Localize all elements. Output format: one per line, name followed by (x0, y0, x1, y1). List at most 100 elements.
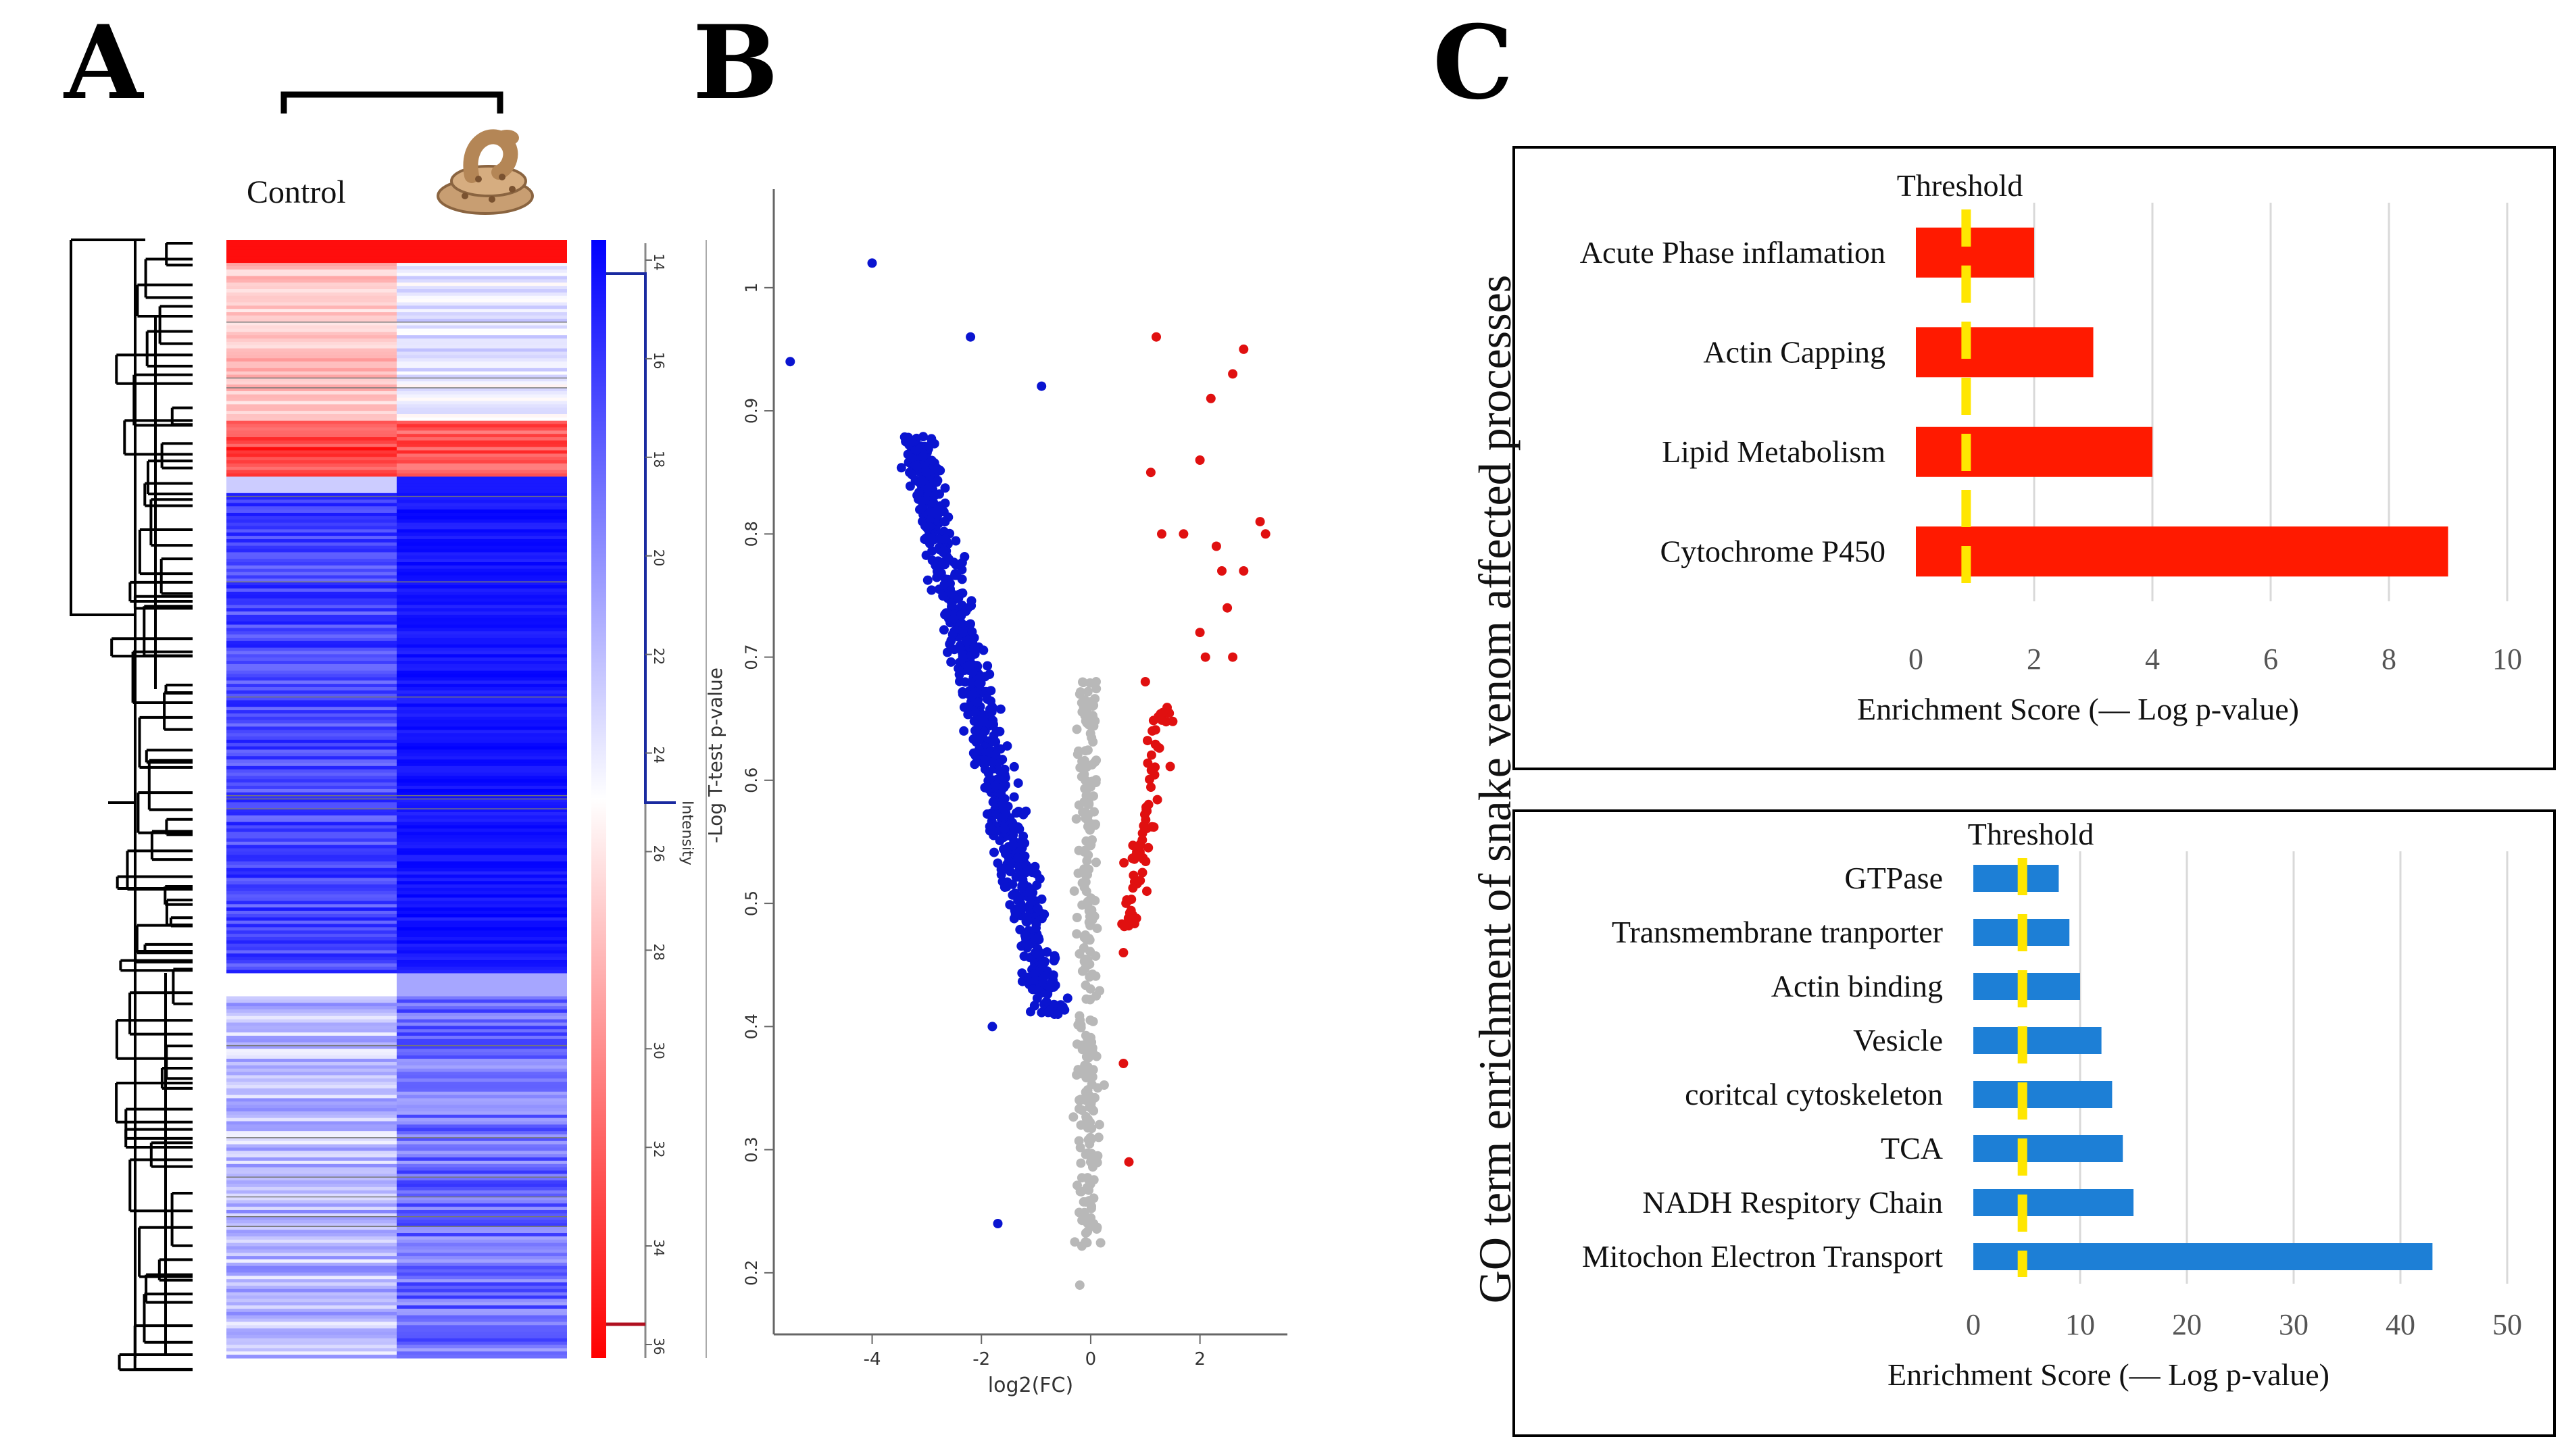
volcano-point-down (955, 676, 964, 686)
heatmap-cell (226, 864, 397, 869)
go-enrichment-panel: GO term enrichment of snake venom affect… (1469, 146, 2556, 1437)
volcano-point-up (1125, 919, 1135, 929)
volcano-point-down (967, 627, 977, 637)
y-tick-label: 0.5 (742, 890, 761, 916)
heatmap-cell (226, 499, 397, 504)
heatmap-cell (397, 1256, 567, 1260)
heatmap-cell (397, 407, 567, 411)
heatmap-cell (397, 463, 567, 468)
heatmap-cell (397, 1302, 567, 1306)
heatmap-cell (397, 1167, 567, 1172)
heatmap-cell (397, 1140, 567, 1145)
heatmap-cell (226, 430, 397, 434)
volcano-point-down (996, 788, 1006, 799)
volcano-point-up (1211, 541, 1221, 551)
dendrogram-branch (143, 1292, 193, 1344)
heatmap-cell (397, 384, 567, 388)
heatmap-cell (226, 765, 397, 770)
heatmap-cell (226, 1322, 397, 1326)
heatmap-cell (226, 411, 397, 415)
heatmap-cell (397, 549, 567, 553)
heatmap-cell (397, 598, 567, 603)
volcano-point-up (1141, 857, 1151, 866)
heatmap-cell (226, 338, 397, 343)
volcano-point-down (991, 726, 1002, 736)
heatmap-cell (397, 1174, 567, 1178)
heatmap-cell (397, 788, 567, 793)
heatmap-cell (397, 779, 567, 783)
heatmap-cell (226, 266, 397, 270)
heatmap-cell (226, 822, 397, 826)
heatmap-cell (397, 739, 567, 744)
heatmap-cell (397, 720, 567, 724)
heatmap-cell (226, 1292, 397, 1297)
heatmap-cell (226, 506, 397, 510)
y-tick-label: 0.7 (742, 644, 761, 670)
volcano-point-ns (1082, 856, 1092, 866)
heatmap-cell (397, 881, 567, 885)
heatmap-cell (226, 1012, 397, 1017)
volcano-point-ns (1075, 1280, 1085, 1290)
volcano-point-down (947, 629, 958, 639)
category-label: Cytochrome P450 (1660, 534, 1885, 568)
heatmap-cell (397, 374, 567, 379)
heatmap-cell (226, 253, 397, 257)
heatmap-cell (397, 1180, 567, 1184)
volcano-point-down (1026, 899, 1036, 909)
dendrogram-branch (172, 968, 193, 1005)
heatmap-cell (226, 809, 397, 813)
volcano-point-down (1041, 997, 1052, 1007)
heatmap-cell (226, 1305, 397, 1309)
heatmap-cell (397, 322, 567, 326)
dendrogram-branch (115, 1082, 193, 1124)
volcano-point-up (1195, 628, 1205, 638)
heatmap-cell (226, 1318, 397, 1323)
heatmap-cell (226, 397, 397, 402)
volcano-point-ns (1074, 1136, 1084, 1146)
volcano-point-ns (1087, 1080, 1097, 1089)
volcano-point-down (785, 357, 795, 367)
heatmap-cell (397, 1029, 567, 1033)
heatmap-cell (397, 614, 567, 619)
heatmap-cell (226, 677, 397, 681)
dendrogram-branch (165, 1045, 193, 1080)
heatmap-cell (226, 578, 397, 582)
dendrogram-branch (143, 482, 193, 507)
heatmap-cell (226, 1091, 397, 1096)
heatmap-cell (397, 1022, 567, 1026)
heatmap-cell (397, 381, 567, 385)
heatmap-cell (226, 993, 397, 997)
color-scale-label: Intensity (678, 801, 695, 865)
heatmap-cell (397, 809, 567, 813)
heatmap-cell (397, 700, 567, 704)
heatmap-cell (397, 1328, 567, 1332)
volcano-point-down (1000, 824, 1010, 834)
bar (1973, 1027, 2102, 1054)
volcano-point-down (932, 477, 941, 487)
volcano-point-down (1062, 993, 1072, 1003)
x-tick-label: 0 (1966, 1308, 1981, 1341)
heatmap-cell (226, 1203, 397, 1207)
volcano-point-ns (1093, 1132, 1104, 1143)
heatmap-cell (226, 413, 397, 418)
heatmap-cell (226, 1253, 397, 1257)
volcano-point-down (987, 1022, 997, 1032)
heatmap-cell (226, 249, 397, 254)
volcano-point-down (932, 463, 942, 474)
heatmap-cell (397, 522, 567, 527)
heatmap-cell (226, 388, 397, 392)
dendrogram-branch (145, 1273, 193, 1304)
dendrogram-branch (150, 830, 193, 861)
x-tick-label: 2 (1194, 1349, 1206, 1370)
heatmap-cell (226, 549, 397, 553)
heatmap-cell (397, 276, 567, 280)
volcano-point-down (1028, 984, 1038, 995)
heatmap-cell (397, 1325, 567, 1329)
heatmap-cell (226, 1220, 397, 1224)
heatmap-cell (397, 1098, 567, 1102)
heatmap-cell (226, 555, 397, 559)
heatmap-cell (397, 529, 567, 533)
volcano-point-down (1021, 931, 1031, 941)
heatmap-cell (397, 657, 567, 661)
